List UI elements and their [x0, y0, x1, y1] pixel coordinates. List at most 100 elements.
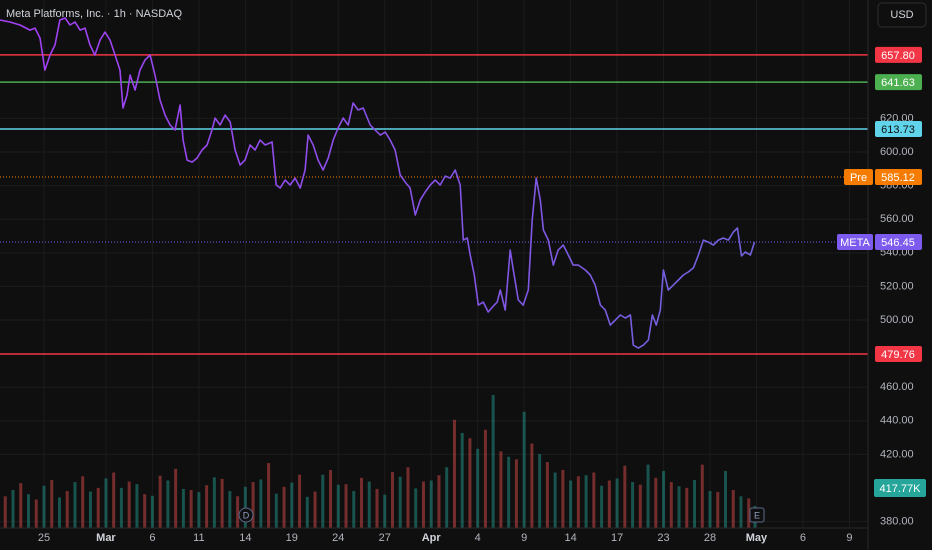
volume-bar: [669, 482, 673, 528]
x-tick-label: 25: [38, 532, 50, 544]
volume-bar: [406, 467, 410, 528]
volume-bar: [623, 465, 627, 528]
currency-button[interactable]: [877, 2, 927, 28]
volume-bar: [468, 438, 472, 528]
volume-bar: [507, 456, 511, 528]
volume-bar: [631, 482, 635, 528]
volume-bar: [638, 484, 642, 528]
price-level-badge: [875, 169, 922, 186]
volume-bar: [298, 474, 302, 528]
y-tick-label: 500.00: [880, 314, 914, 326]
volume-bar: [65, 491, 69, 528]
volume-bar: [305, 496, 309, 528]
volume-bar: [654, 477, 658, 528]
volume-bar: [81, 476, 85, 528]
volume-bar: [352, 491, 356, 528]
x-tick-label: May: [746, 532, 768, 544]
volume-bar: [553, 472, 557, 528]
price-tag-badge: [837, 233, 873, 250]
event-label[interactable]: E: [754, 510, 760, 520]
volume-bar: [143, 494, 147, 528]
volume-bar: [592, 472, 596, 528]
volume-bar: [243, 486, 247, 528]
volume-bar: [367, 481, 371, 528]
x-tick-label: 9: [521, 532, 527, 544]
volume-bar: [11, 489, 15, 528]
volume-bar: [600, 485, 604, 528]
volume-bar: [731, 489, 735, 528]
event-marker[interactable]: [749, 507, 765, 523]
volume-bar: [19, 483, 23, 528]
volume-bar: [42, 485, 46, 528]
x-tick-label: Apr: [422, 532, 442, 544]
event-label[interactable]: D: [243, 510, 250, 520]
x-tick-label: 9: [846, 532, 852, 544]
x-tick-label: 27: [379, 532, 391, 544]
volume-bar: [251, 482, 255, 528]
x-tick-label: 6: [800, 532, 806, 544]
y-tick-label: 600.00: [880, 146, 914, 158]
price-line: [0, 17, 756, 349]
volume-bar: [267, 463, 271, 528]
volume-badge-label: 417.77K: [880, 483, 922, 495]
volume-bar: [429, 480, 433, 528]
volume-bar: [282, 486, 286, 528]
volume-bar: [700, 464, 704, 528]
volume-bar: [677, 486, 681, 528]
event-marker[interactable]: [238, 507, 254, 523]
volume-bar: [708, 491, 712, 528]
y-tick-label: 540.00: [880, 247, 914, 259]
volume-bar: [34, 499, 38, 528]
volume-bar: [747, 498, 751, 528]
price-level-label: 657.80: [881, 50, 915, 62]
price-level-badge: [875, 120, 922, 137]
volume-bar: [174, 468, 178, 528]
chart-title: Meta Platforms, Inc. · 1h · NASDAQ: [6, 8, 182, 20]
volume-bar: [716, 492, 720, 528]
currency-label[interactable]: USD: [890, 9, 913, 21]
volume-bar: [476, 448, 480, 528]
x-tick-label: 14: [564, 532, 576, 544]
volume-bar: [26, 494, 30, 528]
volume-bar: [491, 394, 495, 528]
volume-bar: [414, 488, 418, 528]
volume-bar: [522, 411, 526, 528]
x-tick-label: 6: [149, 532, 155, 544]
price-level-label: 641.63: [881, 77, 915, 89]
y-tick-label: 460.00: [880, 381, 914, 393]
volume-bar: [452, 419, 456, 528]
volume-bar: [290, 482, 294, 528]
y-tick-label: 380.00: [880, 516, 914, 528]
volume-bar: [360, 477, 364, 528]
price-tag-badge: [844, 169, 873, 186]
volume-bar: [607, 480, 611, 528]
x-tick-label: Mar: [96, 532, 116, 544]
volume-bar: [584, 475, 588, 528]
volume-bar: [538, 454, 542, 528]
volume-bar: [460, 432, 464, 528]
price-level-label: 585.12: [881, 172, 915, 184]
volume-bar: [693, 479, 697, 528]
volume-bar: [336, 484, 340, 528]
price-level-badge: [875, 46, 922, 63]
volume-bar: [135, 484, 139, 528]
price-level-badge: [875, 346, 922, 363]
volume-bar: [236, 496, 240, 528]
volume-bar: [150, 495, 154, 528]
volume-bar: [73, 482, 77, 528]
volume-bar: [50, 479, 54, 528]
volume-bar: [545, 462, 549, 528]
volume-bar: [646, 464, 650, 528]
x-tick-label: 11: [193, 532, 204, 544]
volume-bar: [615, 478, 619, 528]
price-level-label: 479.76: [881, 349, 915, 361]
volume-bar: [576, 476, 580, 528]
volume-bar: [685, 487, 689, 528]
x-tick-label: 4: [475, 532, 481, 544]
volume-bar: [321, 474, 325, 528]
x-tick-label: 28: [704, 532, 716, 544]
price-level-badge: [875, 74, 922, 91]
volume-bar: [88, 491, 92, 528]
volume-bar: [739, 496, 743, 528]
